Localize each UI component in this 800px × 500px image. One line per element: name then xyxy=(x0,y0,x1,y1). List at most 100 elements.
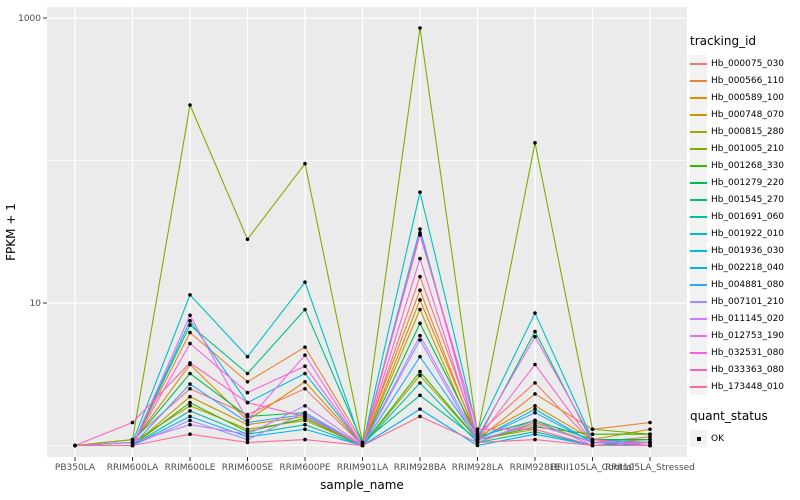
legend-item-label: Hb_001922_010 xyxy=(711,228,785,239)
data-point xyxy=(590,427,595,432)
data-point xyxy=(303,353,307,358)
data-point xyxy=(418,407,422,411)
legend-item-label: Hb_000748_070 xyxy=(711,109,785,120)
legend-item-label: Hb_173448_010 xyxy=(711,381,785,392)
data-point xyxy=(303,386,307,391)
data-point xyxy=(590,432,595,437)
data-point xyxy=(245,440,250,445)
data-point xyxy=(418,26,422,30)
legend-key-swatch xyxy=(690,430,707,447)
x-tick-label: RRIM901LA xyxy=(337,463,389,473)
data-point xyxy=(303,161,307,166)
data-point xyxy=(533,329,537,334)
data-point xyxy=(188,422,192,427)
data-point xyxy=(418,414,422,419)
data-point xyxy=(533,334,537,339)
data-point xyxy=(303,422,307,427)
legend-item-label: Hb_001268_330 xyxy=(711,160,785,171)
legend-line-swatch xyxy=(690,300,707,303)
data-point xyxy=(303,427,307,432)
data-point xyxy=(533,407,537,411)
legend-line-swatch xyxy=(690,283,707,286)
data-point xyxy=(188,313,192,318)
legend-title-quant-status: quant_status xyxy=(690,409,768,423)
data-point xyxy=(303,280,307,284)
legend-line-swatch xyxy=(690,368,707,371)
data-point xyxy=(130,443,135,448)
legend-line-swatch xyxy=(690,164,707,167)
legend-item: Hb_000566_110 xyxy=(690,72,800,89)
legend-item: Hb_004881_080 xyxy=(690,276,800,293)
data-point xyxy=(360,443,365,448)
data-point xyxy=(245,379,250,384)
data-point xyxy=(418,338,422,342)
data-point xyxy=(418,333,422,338)
data-point xyxy=(590,440,595,445)
data-point xyxy=(188,371,192,376)
data-point xyxy=(188,414,192,419)
data-point xyxy=(475,440,480,445)
y-tick-label: 10 xyxy=(30,299,42,309)
data-point xyxy=(303,437,307,442)
legend-item: Hb_000815_280 xyxy=(690,123,800,140)
legend-line-swatch xyxy=(690,232,707,235)
data-point xyxy=(188,341,192,346)
legend-line-swatch xyxy=(690,96,707,99)
data-point xyxy=(418,393,422,398)
legend-key-swatch xyxy=(690,174,707,191)
data-point xyxy=(533,410,537,415)
legend-item-label: OK xyxy=(711,433,724,444)
data-point xyxy=(188,403,192,408)
data-point xyxy=(188,330,192,335)
data-point xyxy=(533,311,537,315)
legend-quant-status: quant_status OK xyxy=(690,409,800,447)
legend-item-label: Hb_000815_280 xyxy=(711,126,785,137)
data-point xyxy=(303,410,307,415)
legend-item-label: Hb_001005_210 xyxy=(711,143,785,154)
data-point xyxy=(245,418,250,423)
data-point xyxy=(188,293,192,297)
x-axis-title: sample_name xyxy=(320,478,404,492)
data-point xyxy=(418,227,422,231)
legend-line-swatch xyxy=(690,181,707,184)
data-point xyxy=(418,233,422,237)
data-point xyxy=(73,443,77,448)
data-point xyxy=(475,432,480,437)
data-point xyxy=(188,432,192,437)
data-point xyxy=(533,381,537,385)
data-point xyxy=(360,440,365,445)
data-point xyxy=(245,237,250,242)
data-point xyxy=(533,141,537,145)
legend-item: Hb_001922_010 xyxy=(690,225,800,242)
legend-item-label: Hb_001691_060 xyxy=(711,211,785,222)
legend-key-swatch xyxy=(690,140,707,157)
data-point xyxy=(245,432,250,437)
data-point xyxy=(533,422,537,427)
data-point xyxy=(245,435,250,439)
legend-item-label: Hb_001545_270 xyxy=(711,194,785,205)
legend-item: Hb_007101_210 xyxy=(690,293,800,310)
data-point xyxy=(648,443,652,448)
data-point xyxy=(648,437,652,442)
data-point xyxy=(648,440,652,445)
legend-line-swatch xyxy=(690,79,707,82)
legend-item: Hb_001691_060 xyxy=(690,208,800,225)
data-point xyxy=(188,418,192,423)
legend-line-swatch xyxy=(690,385,707,388)
data-point xyxy=(188,394,192,399)
data-point xyxy=(188,382,192,386)
data-point xyxy=(303,403,307,408)
legend-key-swatch xyxy=(690,225,707,242)
legend-item-label: Hb_011145_020 xyxy=(711,313,785,324)
legend-line-swatch xyxy=(690,198,707,201)
data-point xyxy=(475,427,480,432)
data-point xyxy=(130,440,135,445)
legend-item-label: Hb_007101_210 xyxy=(711,296,785,307)
legend-key-swatch xyxy=(690,106,707,123)
data-point xyxy=(188,400,192,405)
panel-background xyxy=(47,7,687,457)
data-point xyxy=(475,435,480,439)
legend-item-label: Hb_000566_110 xyxy=(711,75,785,86)
data-point xyxy=(418,274,422,279)
